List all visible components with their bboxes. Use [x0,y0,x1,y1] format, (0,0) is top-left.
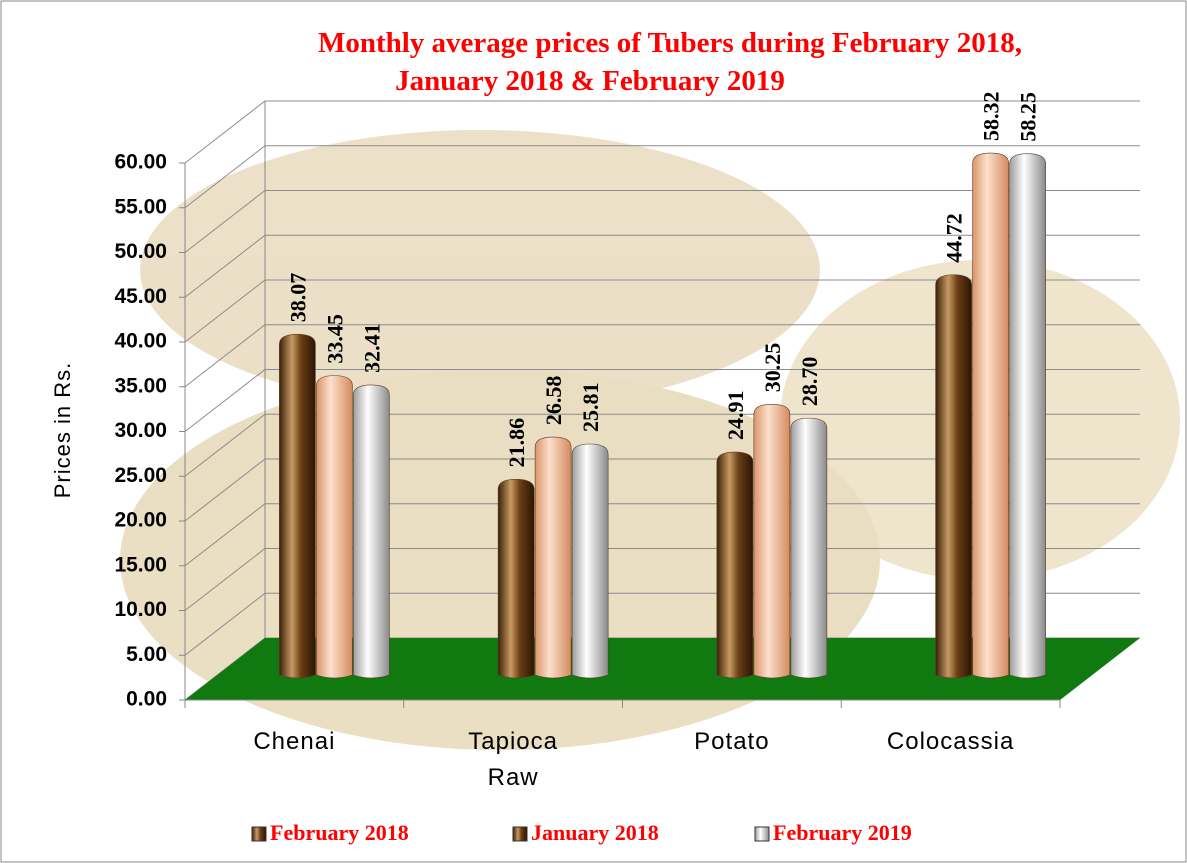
data-label: 33.45 [322,314,347,364]
chart-title: Monthly average prices of Tubers during … [318,27,1022,59]
y-axis-label: Prices in Rs. [50,362,75,498]
x-tick-label: Colocassia [881,724,1021,804]
y-tick-label: 55.00 [114,195,167,218]
bar [1010,154,1046,678]
data-label: 58.32 [979,92,1004,142]
y-tick-label: 35.00 [114,374,167,397]
bar [973,153,1009,678]
bar [754,404,790,678]
x-tick-label: Tapioca Raw [443,724,583,796]
y-tick-label: 60.00 [114,151,167,174]
data-label: 24.91 [723,391,748,441]
legend-swatch [252,827,266,841]
x-tick-label: Chenai [224,724,364,760]
x-tick-label: Potato [662,724,802,760]
data-label: 26.58 [541,376,566,426]
y-tick-label: 10.00 [114,598,167,621]
legend: February 2018 January 2018 February 2019 [252,820,912,845]
x-tick-label: Chenai [224,724,364,804]
x-tick-label: Tapioca Raw [443,724,583,804]
data-label: 32.41 [359,323,384,373]
legend-swatch [755,827,769,841]
y-tick-label: 5.00 [126,643,167,666]
legend-swatch [513,827,527,841]
y-tick-label: 45.00 [114,285,167,308]
bar [353,385,389,678]
bar [498,479,534,678]
y-tick-label: 20.00 [114,509,167,532]
legend-label: January 2018 [531,820,659,845]
bar [535,437,571,678]
x-tick-label: Colocassia [881,724,1021,760]
data-label: 30.25 [760,343,785,393]
bar [279,334,315,678]
bar [717,452,753,678]
chart: Monthly average prices of Tubers during … [0,0,1187,863]
bar [316,376,352,678]
bar [936,275,972,678]
data-label: 28.70 [797,357,822,407]
y-tick-label: 25.00 [114,464,167,487]
data-label: 25.81 [578,383,603,433]
chart-title: January 2018 & February 2019 [395,65,785,97]
bar [791,418,827,678]
data-label: 21.86 [504,418,529,468]
bar [572,444,608,678]
y-tick-label: 40.00 [114,330,167,353]
y-tick-label: 50.00 [114,240,167,263]
y-tick-label: 0.00 [126,688,167,711]
legend-label: February 2018 [270,820,409,845]
data-label: 38.07 [285,273,310,323]
y-tick-label: 30.00 [114,419,167,442]
legend-label: February 2019 [773,820,912,845]
data-label: 58.25 [1016,92,1041,142]
x-tick-label: Potato [662,724,802,804]
data-label: 44.72 [942,213,967,263]
y-tick-label: 15.00 [114,553,167,576]
